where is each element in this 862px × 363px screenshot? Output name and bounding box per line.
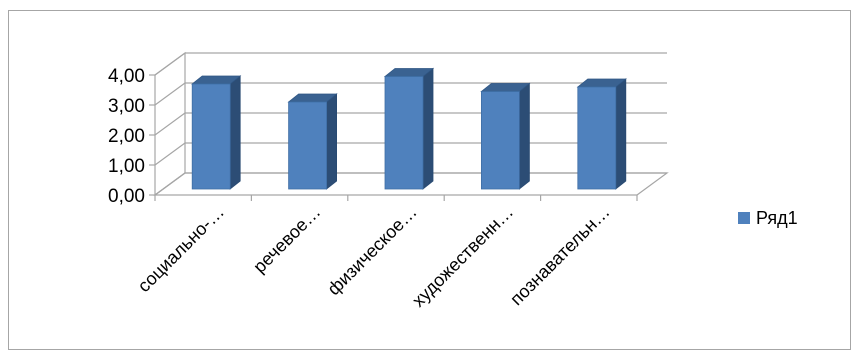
y-axis-ticks: 0,00 1,00 2,00 3,00 4,00 bbox=[108, 66, 156, 207]
bar-front bbox=[288, 101, 328, 190]
y-tick-label: 2,00 bbox=[108, 126, 145, 147]
category-label: художественн… bbox=[408, 202, 517, 311]
bar-side bbox=[229, 75, 241, 190]
bars bbox=[191, 67, 627, 190]
y-tick-label: 4,00 bbox=[108, 66, 145, 87]
bar-front bbox=[577, 86, 617, 190]
y-tick-label: 3,00 bbox=[108, 96, 145, 117]
bar bbox=[383, 67, 435, 190]
gridline-side bbox=[154, 82, 186, 106]
category-labels: социально-… речевое… физическое…художестве… bbox=[134, 195, 638, 311]
bar bbox=[480, 82, 531, 190]
gridline-side bbox=[154, 142, 186, 166]
bar bbox=[191, 75, 242, 190]
gridline-side bbox=[154, 172, 186, 196]
bar-side bbox=[422, 67, 434, 190]
gridline-side bbox=[154, 52, 186, 76]
bar bbox=[287, 93, 338, 190]
bar-side bbox=[519, 82, 530, 190]
category-label: физическое… bbox=[323, 202, 420, 299]
bar-front bbox=[191, 83, 231, 190]
y-tick-label: 1,00 bbox=[108, 156, 145, 177]
bar bbox=[576, 78, 627, 190]
bar-front bbox=[480, 91, 520, 190]
bar-side bbox=[326, 93, 338, 190]
bar-side bbox=[615, 78, 627, 190]
legend: Ряд1 bbox=[738, 208, 798, 228]
bar-front bbox=[384, 76, 424, 190]
category-label: речевое… bbox=[249, 202, 324, 277]
gridline-side bbox=[154, 112, 186, 136]
legend-label: Ряд1 bbox=[756, 208, 798, 228]
y-tick-label: 0,00 bbox=[108, 186, 145, 207]
legend-swatch bbox=[738, 212, 750, 224]
category-label: социально-… bbox=[134, 202, 228, 296]
category-label: познавательн… bbox=[506, 202, 613, 309]
